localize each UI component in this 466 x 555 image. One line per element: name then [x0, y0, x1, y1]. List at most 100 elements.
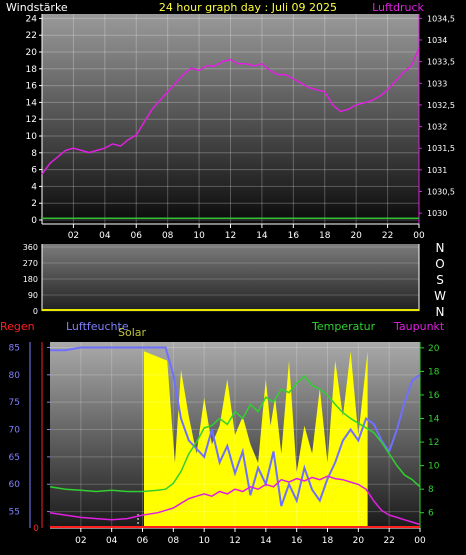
p3-humidity-tick-label-1: 60	[9, 480, 21, 490]
humidity-label: Luftfeuchte	[66, 320, 129, 333]
p1-x-tick-label-11: 00	[413, 231, 425, 241]
p1-right-tick-label-2: 1031	[427, 166, 447, 175]
p1-x-tick-label-5: 12	[225, 231, 236, 241]
panel3-series	[49, 346, 421, 528]
p2-compass-label-3: O	[435, 257, 444, 271]
p3-humidity-tick-label-2: 65	[9, 453, 20, 463]
panel3-temperature-axis: 6 8 10 12 14 16 18 20	[419, 342, 440, 528]
p1-x-tick-label-8: 18	[319, 231, 331, 241]
solar-area	[144, 351, 368, 528]
p1-right-tick-label-3: 1031,5	[427, 144, 455, 153]
panel2-plot-area	[42, 244, 419, 311]
p3-temp-tick-label-1: 8	[428, 485, 434, 495]
p3-x-tick-label-10: 22	[383, 536, 394, 546]
p1-right-tick-label-0: 1030	[427, 209, 447, 218]
p3-x-tick-label-11: 00	[414, 536, 426, 546]
p3-temp-tick-label-5: 16	[428, 391, 440, 401]
p1-right-tick-label-4: 1032	[427, 123, 447, 132]
p1-x-tick-label-1: 04	[99, 231, 111, 241]
p3-temp-tick-label-2: 10	[428, 462, 440, 472]
p3-temp-tick-label-6: 18	[428, 367, 440, 377]
p1-right-tick-label-6: 1033	[427, 79, 447, 88]
p3-humidity-tick-label-5: 80	[9, 371, 21, 381]
p1-left-tick-label-3: 6	[31, 166, 37, 176]
p1-left-tick-label-5: 10	[26, 132, 38, 142]
p2-compass-label-2: S	[436, 273, 444, 287]
panel2-left-axis: 0 90 180 270 360	[23, 243, 43, 316]
p3-humidity-tick-label-4: 75	[9, 398, 20, 408]
p1-x-tick-label-0: 02	[68, 231, 79, 241]
p3-x-tick-label-1: 04	[106, 536, 118, 546]
chart-title: 24 hour graph day : Juli 09 2025	[159, 1, 337, 14]
p1-x-tick-label-4: 10	[193, 231, 205, 241]
p1-left-tick-label-2: 4	[31, 182, 37, 192]
p2-compass-label-0: N	[436, 305, 445, 319]
air-pressure-label: Luftdruck	[372, 1, 424, 14]
p2-compass-label-4: N	[436, 241, 445, 255]
p1-left-tick-label-1: 2	[31, 199, 37, 209]
p1-left-tick-label-11: 22	[26, 31, 37, 41]
p2-left-tick-label-1: 90	[28, 291, 38, 300]
p1-left-tick-label-4: 8	[31, 149, 37, 159]
p1-right-tick-label-7: 1033,5	[427, 58, 455, 67]
p1-left-tick-label-10: 20	[26, 48, 38, 58]
p3-x-tick-label-7: 16	[291, 536, 303, 546]
p1-x-tick-label-10: 22	[382, 231, 393, 241]
panel3-solar-area	[137, 351, 368, 528]
rain-label: Regen	[0, 320, 35, 333]
p3-rain-tick-label-0: 0	[33, 524, 39, 534]
p2-left-tick-label-3: 270	[23, 259, 38, 268]
p1-left-tick-label-7: 14	[26, 98, 38, 108]
panel1-plot-area	[42, 14, 419, 224]
p3-x-tick-label-4: 10	[198, 536, 210, 546]
p3-x-tick-label-5: 12	[229, 536, 240, 546]
p3-x-tick-label-9: 20	[353, 536, 365, 546]
p2-compass-label-1: W	[434, 289, 446, 303]
dewpoint-label: Taupunkt	[393, 320, 445, 333]
p1-left-tick-label-12: 24	[26, 14, 38, 24]
panel1-grid	[42, 14, 420, 224]
p3-x-tick-label-6: 14	[260, 536, 272, 546]
dewpoint-line	[49, 475, 421, 526]
p1-right-tick-label-8: 1034	[427, 36, 447, 45]
p2-left-tick-label-4: 360	[23, 243, 38, 252]
panel1-right-axis: 1030 1030,5 1031 1031,5 1032 1032,5 1033 1033,5…	[418, 14, 455, 224]
panel1-x-axis: 02 04 06 08 10 12 14 16 18 20 22 00	[42, 223, 425, 241]
p3-temp-tick-label-7: 20	[428, 344, 440, 354]
temperature-label: Temperatur	[311, 320, 376, 333]
p1-x-tick-label-6: 14	[256, 231, 268, 241]
p3-x-tick-label-0: 02	[75, 536, 86, 546]
p1-left-tick-label-9: 18	[26, 65, 38, 75]
pressure-line	[41, 48, 420, 175]
p3-humidity-tick-label-0: 55	[9, 508, 20, 518]
p1-x-tick-label-3: 08	[162, 231, 174, 241]
p1-left-tick-label-6: 12	[26, 115, 37, 125]
p3-temp-tick-label-3: 12	[428, 438, 439, 448]
p2-left-tick-label-2: 180	[23, 275, 38, 284]
solar-label: Solar	[118, 326, 147, 339]
p1-right-tick-label-1: 1030,5	[427, 188, 455, 197]
panel3-x-axis: 02 04 06 08 10 12 14 16 18 20 22 00	[50, 527, 426, 546]
p3-humidity-tick-label-3: 70	[9, 426, 21, 436]
p3-x-tick-label-3: 08	[168, 536, 180, 546]
panel3-rain-axis: 0	[33, 342, 43, 534]
p2-left-tick-label-0: 0	[33, 307, 38, 316]
wind-speed-label: Windstärke	[6, 1, 68, 14]
p1-left-tick-label-8: 16	[26, 82, 38, 92]
p3-temp-tick-label-0: 6	[428, 509, 434, 519]
p1-left-tick-label-0: 0	[31, 216, 37, 226]
p3-temp-tick-label-4: 14	[428, 415, 440, 425]
panel1-series	[41, 48, 420, 220]
p1-right-tick-label-9: 1034,5	[427, 14, 455, 23]
p3-x-tick-label-2: 06	[137, 536, 149, 546]
p1-right-tick-label-5: 1032,5	[427, 101, 455, 110]
panel3-humidity-axis: 55 60 65 70 75 80 85	[9, 342, 50, 528]
p3-humidity-tick-label-6: 85	[9, 343, 20, 353]
p1-x-tick-label-7: 16	[288, 231, 300, 241]
p3-x-tick-label-8: 18	[322, 536, 334, 546]
p1-x-tick-label-2: 06	[131, 231, 143, 241]
